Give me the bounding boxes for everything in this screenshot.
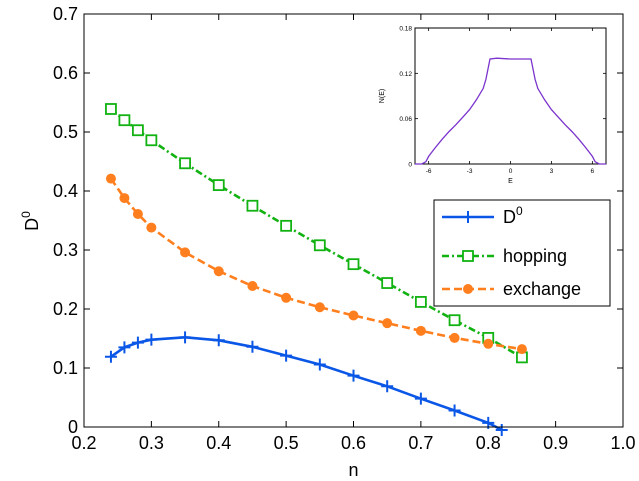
data-point-d <box>313 358 326 371</box>
data-point-d <box>104 350 117 363</box>
data-point-d <box>131 336 144 349</box>
data-point-d <box>347 369 360 382</box>
inset-dos-line <box>415 57 606 165</box>
data-point-d <box>118 341 131 354</box>
data-point-d <box>414 392 427 405</box>
data-point-d <box>280 349 293 362</box>
data-point-d <box>212 334 225 347</box>
data-point-exchange <box>247 280 258 291</box>
main-axes: 0.2 0.3 0.4 0.5 0.6 0.7 0.8 0.9 1.0 0 0.1 0.2 0.3 0.4… <box>53 4 636 453</box>
y-tick-label: 0.3 <box>53 240 78 260</box>
x-tick-label: 1.0 <box>610 433 635 453</box>
data-point-hopping <box>347 258 360 271</box>
legend-label-d0-sup: 0 <box>516 204 523 218</box>
data-point-exchange <box>382 318 393 329</box>
data-point-hopping <box>131 124 144 137</box>
y-axis-label-main: D <box>22 218 42 231</box>
y-axis-label-sup: 0 <box>19 211 33 218</box>
inset-x-tick-label: 3 <box>550 168 554 175</box>
data-point-hopping <box>118 114 131 127</box>
legend-label-d0: D0 <box>503 204 523 227</box>
inset-y-axis-label: N(E) <box>379 89 386 103</box>
data-point-hopping <box>145 134 158 147</box>
legend-label-d0-main: D <box>503 207 516 227</box>
data-point-exchange <box>132 209 143 220</box>
inset-y-tick-label: 0.06 <box>399 116 412 123</box>
series-exchange <box>105 173 527 355</box>
inset-y-tick-label: 0 <box>408 162 412 169</box>
y-tick-label: 0.2 <box>53 299 78 319</box>
inset-x-tick-label: 0 <box>509 168 513 175</box>
x-tick-label: 0.5 <box>274 433 299 453</box>
data-point-hopping <box>179 157 191 170</box>
data-point-exchange <box>119 193 130 204</box>
legend-label-hopping: hopping <box>503 246 567 266</box>
inset-x-tick-label: -6 <box>426 168 432 175</box>
data-point-exchange <box>516 344 527 355</box>
data-point-exchange <box>348 310 359 321</box>
legend-items <box>442 211 494 294</box>
legend-marker-hopping <box>462 250 474 262</box>
data-point-exchange <box>449 332 460 343</box>
data-point-hopping <box>414 296 427 308</box>
x-tick-label: 0.4 <box>206 433 231 453</box>
y-axis-label: D0 <box>19 211 42 231</box>
y-tick-label: 0 <box>68 417 78 437</box>
x-axis-label: n <box>348 460 358 480</box>
data-point-hopping <box>381 277 394 289</box>
data-point-exchange <box>281 292 292 303</box>
data-point-exchange <box>146 222 157 233</box>
x-tick-label: 0.9 <box>543 433 568 453</box>
data-point-hopping <box>448 314 461 327</box>
data-point-exchange <box>105 173 116 184</box>
data-point-hopping <box>246 199 259 212</box>
inset-y-tick-label: 0.18 <box>399 26 412 33</box>
y-tick-label: 0.4 <box>53 181 78 201</box>
inset-x-tick-label: -3 <box>467 168 473 175</box>
data-point-d <box>145 333 158 346</box>
data-point-d <box>448 404 461 417</box>
data-point-d <box>246 340 259 353</box>
x-tick-label: 0.2 <box>71 433 96 453</box>
y-tick-label: 0.6 <box>53 63 78 83</box>
inset-x-tick-label: 6 <box>591 168 595 175</box>
data-point-exchange <box>415 325 426 336</box>
main-series <box>104 103 528 436</box>
inset-chart: -6 -3 0 3 6 0 0.06 0.12 0.18 E N(E) <box>379 26 607 185</box>
data-point-exchange <box>213 266 224 277</box>
data-point-d <box>495 423 508 436</box>
series-d <box>104 331 508 436</box>
inset-plot-area <box>414 27 607 165</box>
data-point-hopping <box>280 219 293 232</box>
data-point-exchange <box>314 302 325 313</box>
y-tick-label: 0.7 <box>53 4 78 24</box>
data-point-d <box>381 380 394 393</box>
legend-marker-exchange <box>463 284 473 294</box>
y-tick-label: 0.1 <box>53 358 78 378</box>
x-tick-label: 0.6 <box>341 433 366 453</box>
x-tick-label: 0.7 <box>408 433 433 453</box>
legend-marker-d <box>462 211 474 223</box>
data-point-exchange <box>180 247 191 258</box>
legend: D0 hopping exchange <box>433 199 611 307</box>
inset-y-tick-label: 0.12 <box>399 71 412 78</box>
series-hopping <box>105 103 528 364</box>
data-point-hopping <box>313 239 326 252</box>
y-tick-label: 0.5 <box>53 122 78 142</box>
plot-frame <box>83 13 624 428</box>
legend-label-exchange: exchange <box>503 279 581 299</box>
x-tick-label: 0.3 <box>139 433 164 453</box>
x-tick-label: 0.8 <box>476 433 501 453</box>
data-point-exchange <box>483 338 494 349</box>
data-point-hopping <box>212 179 225 192</box>
inset-x-axis-label: E <box>508 178 513 185</box>
data-point-d <box>179 331 192 344</box>
data-point-hopping <box>105 103 117 115</box>
